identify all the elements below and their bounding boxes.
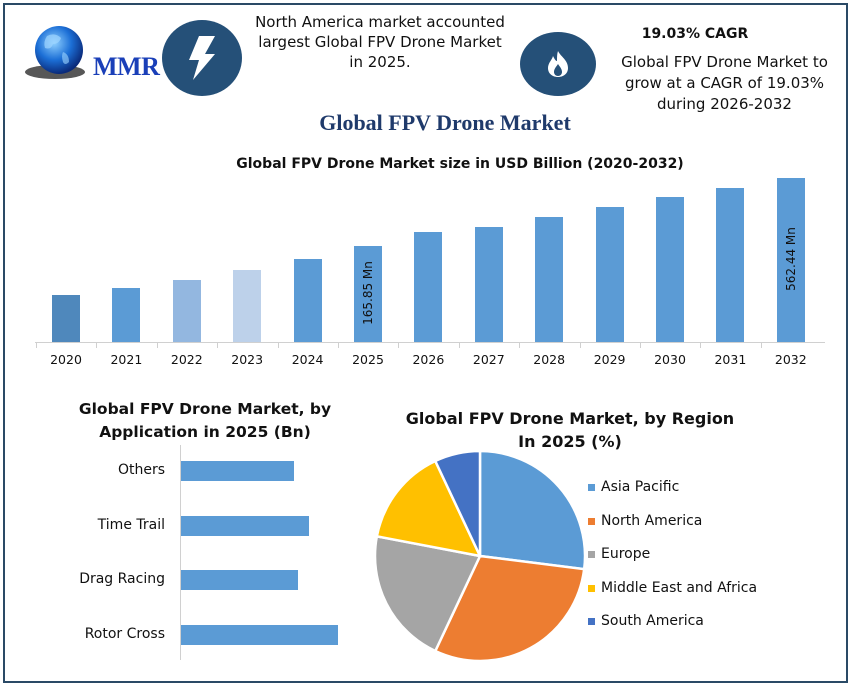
legend-swatch-icon (588, 483, 595, 491)
legend-swatch-icon (588, 550, 595, 558)
y-axis-line (180, 445, 181, 660)
x-axis-label: 2022 (170, 352, 203, 367)
pie-slice-south-america (433, 450, 482, 557)
x-axis-label: 2026 (412, 352, 445, 367)
bar-2029 (595, 207, 624, 342)
bar-2030 (656, 197, 684, 342)
x-axis-label: 2021 (110, 352, 143, 367)
globe-icon (25, 26, 85, 79)
bar-2022 (172, 280, 201, 342)
bar-2028 (535, 217, 564, 342)
pie-slice-middle-east-and-africa (375, 459, 483, 558)
x-axis-label: 2032 (774, 352, 807, 367)
bar-2021 (112, 288, 141, 342)
category-label: Time Trail (97, 517, 165, 533)
page-title: Global FPV Drone Market (319, 110, 571, 135)
x-axis-label: 2028 (533, 352, 566, 367)
x-axis-label: 2030 (654, 352, 686, 367)
x-axis-tick (640, 342, 641, 348)
category-label: Drag Racing (79, 571, 165, 587)
legend-item: Middle East and Africa (588, 580, 757, 596)
x-axis-tick (398, 342, 400, 348)
legend-label: South America (601, 613, 704, 629)
x-axis-label: 2023 (231, 352, 264, 367)
lightning-bolt-icon (162, 20, 242, 96)
x-axis-label: 2025 (352, 352, 384, 367)
x-axis-label: 2029 (593, 352, 626, 367)
legend-label: Middle East and Africa (601, 580, 758, 596)
bar-2027 (474, 227, 503, 342)
bar-value-label: 562.44 Mn (783, 227, 798, 291)
bar-2026 (414, 232, 443, 342)
x-axis-tick (36, 342, 37, 348)
pie-slice-north-america (433, 554, 586, 662)
bar-2024 (293, 259, 322, 342)
hbar-time-trail (181, 516, 309, 536)
category-label: Others (117, 462, 165, 478)
application-chart-title: Global FPV Drone Market, by Application … (78, 400, 332, 441)
pie-slice-europe (374, 534, 482, 653)
hbar-drag-racing (181, 570, 298, 590)
bar-2020 (52, 295, 80, 342)
bar-value-label: 165.85 Mn (361, 261, 375, 325)
x-axis-tick (579, 342, 581, 348)
legend-swatch-icon (588, 584, 595, 592)
legend-swatch-icon (588, 517, 595, 525)
cagr-headline: 19.03% CAGR (641, 26, 749, 42)
x-axis-tick (156, 342, 158, 348)
legend-swatch-icon (588, 617, 595, 625)
bar-chart-title: Global FPV Drone Market size in USD Bill… (236, 156, 684, 172)
legend-label: Asia Pacific (601, 479, 680, 495)
bar-2023 (233, 270, 262, 342)
bar-2031 (716, 188, 745, 342)
x-axis-label: 2027 (472, 352, 505, 367)
cagr-note: Global FPV Drone Market to grow at a CAG… (621, 53, 828, 113)
x-axis-tick (760, 342, 762, 348)
region-pie-chart (374, 450, 586, 662)
x-axis-label: 2024 (291, 352, 324, 367)
legend-item: Europe (588, 546, 650, 562)
x-axis-tick (217, 342, 219, 348)
bar-2025: 165.85 Mn (354, 246, 382, 342)
legend-item: South America (588, 613, 704, 629)
logo-text: MMR (93, 52, 160, 81)
x-axis-label: 2031 (714, 352, 747, 367)
region-chart-title: Global FPV Drone Market, by Region In 20… (405, 409, 735, 451)
x-axis-tick (338, 342, 339, 348)
x-axis-tick (277, 342, 279, 348)
legend-label: Europe (601, 546, 651, 562)
x-axis-label: 2020 (50, 352, 82, 367)
pie-slice-asia-pacific (478, 450, 586, 571)
hbar-rotor-cross (181, 625, 338, 645)
bar-2032: 562.44 Mn (776, 178, 805, 342)
region-note: North America market accounted largest G… (255, 13, 505, 71)
legend-label: North America (601, 513, 703, 529)
x-axis-tick (700, 342, 702, 348)
flame-icon (520, 32, 596, 96)
category-label: Rotor Cross (84, 626, 165, 642)
hbar-others (181, 461, 294, 481)
mmr-logo: MMR (25, 22, 165, 84)
legend-item: North America (588, 513, 702, 529)
x-axis-tick (96, 342, 98, 348)
legend-item: Asia Pacific (588, 479, 679, 495)
x-axis-line (35, 342, 825, 343)
x-axis-tick (458, 342, 460, 348)
x-axis-tick (519, 342, 521, 348)
